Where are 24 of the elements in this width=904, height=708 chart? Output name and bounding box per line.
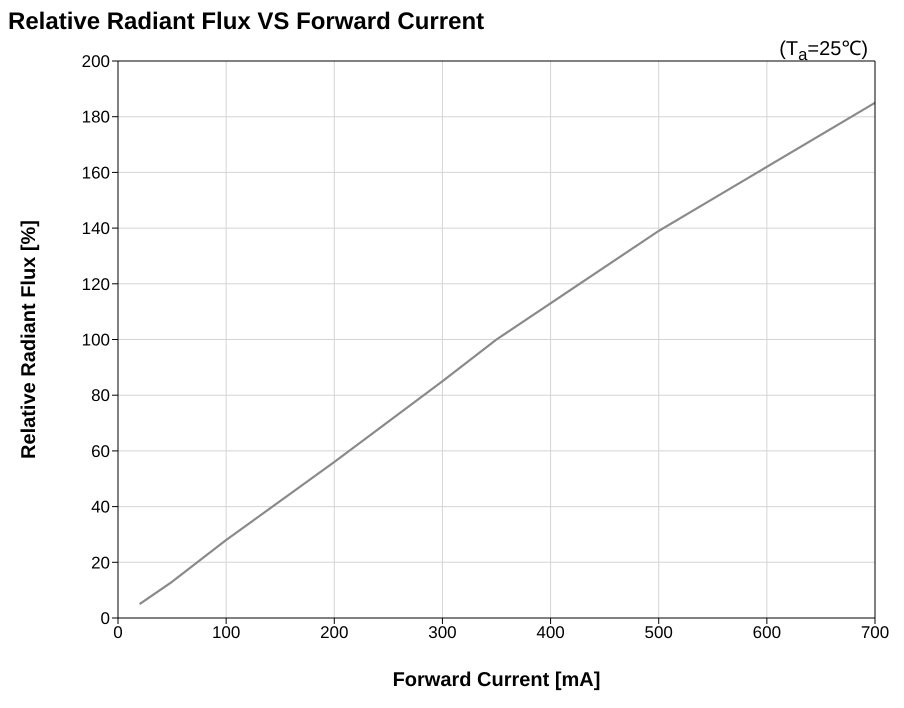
x-tick-label: 600: [752, 623, 782, 642]
chart-title: Relative Radiant Flux VS Forward Current: [8, 8, 484, 36]
y-tick-label: 160: [82, 163, 110, 182]
y-tick-label: 100: [82, 330, 110, 350]
y-tick-label: 120: [82, 274, 110, 294]
x-tick-label: 700: [860, 623, 890, 642]
x-tick-label: 200: [320, 623, 348, 642]
y-tick-label: 140: [82, 219, 110, 238]
y-tick-label: 0: [100, 609, 110, 628]
x-tick-label: 500: [644, 623, 673, 642]
y-tick-label: 200: [82, 52, 110, 72]
line-series: [138, 102, 875, 606]
annotation: (T$_{a}$=25℃): [779, 37, 868, 65]
y-tick-label: 80: [91, 386, 110, 406]
x-tick-label: 100: [212, 623, 240, 642]
y-tick-label: 40: [91, 498, 110, 517]
x-tick-label: 300: [428, 623, 457, 642]
y-tick-label: 60: [91, 442, 110, 461]
x-axis-title: Forward Current [mA]: [392, 669, 600, 691]
x-tick-label: 0: [113, 623, 123, 642]
y-tick-label: 20: [91, 553, 110, 572]
y-axis-title: Relative Radiant Flux [%]: [18, 220, 40, 459]
x-tick-label: 400: [536, 623, 565, 642]
y-tick-label: 180: [82, 108, 110, 127]
